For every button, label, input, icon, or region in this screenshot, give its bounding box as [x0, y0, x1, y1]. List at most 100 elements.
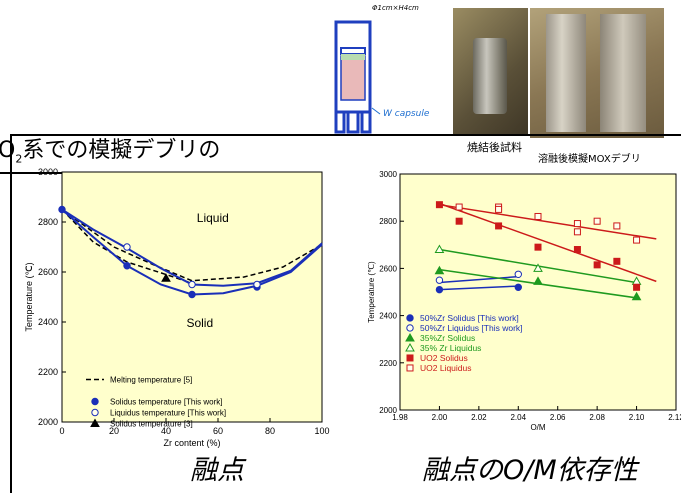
legend-marker	[406, 354, 414, 362]
x-tick-label: 2.04	[510, 413, 526, 422]
legend-label: 35% Zr Liquidus	[420, 343, 481, 353]
legend-marker	[91, 397, 99, 406]
melting-point-vs-zr-chart: 0 20 40 60 80 100 2000 2200 2400 2600 2800 3000 Zr c…	[24, 167, 330, 448]
data-point	[514, 283, 522, 291]
legend-label: 50%Zr Solidus [This work]	[420, 313, 519, 323]
legend-marker	[91, 408, 99, 417]
x-tick-label: 1.98	[392, 413, 408, 422]
data-point	[495, 222, 503, 230]
title-main: 系での模擬デブリの	[22, 138, 221, 163]
y-axis-label: Temperature (℃)	[367, 261, 376, 323]
data-point	[633, 236, 641, 244]
melting-point-vs-om-chart: 1.98 2.00 2.02 2.04 2.06 2.08 2.10 2.12 2000 2200…	[367, 170, 681, 430]
data-point	[188, 280, 196, 289]
y-tick-label: 2200	[38, 367, 58, 377]
data-point	[613, 222, 621, 230]
data-point	[573, 228, 581, 236]
data-point	[593, 217, 601, 225]
data-point	[495, 205, 503, 213]
y-tick-label: 2000	[38, 417, 58, 427]
x-tick-label: 2.08	[589, 413, 605, 422]
data-point	[434, 265, 445, 275]
w-capsule-label: W capsule	[383, 109, 430, 119]
data-point	[533, 263, 543, 272]
legend-label: UO2 Solidus	[420, 353, 468, 363]
legend-marker	[405, 342, 415, 352]
data-point	[253, 280, 261, 289]
data-point	[435, 201, 443, 209]
title-subscript: 2	[15, 152, 23, 166]
x-tick-label: 2.06	[550, 413, 566, 422]
data-point	[434, 244, 445, 254]
data-point	[593, 261, 601, 269]
y-tick-label: 2000	[379, 406, 397, 415]
y-tick-label: 2800	[38, 217, 58, 227]
y-axis-label: Temperature (℃)	[24, 262, 34, 331]
legend-label: Melting temperature [5]	[110, 376, 192, 385]
melting-temperature-curve	[61, 208, 193, 284]
data-point	[455, 217, 463, 225]
melted-debris-label: 溶融後模擬MOXデブリ	[538, 154, 641, 165]
y-tick-label: 2400	[38, 317, 58, 327]
y-tick-label: 2200	[379, 359, 397, 368]
caption-om-dependence: 融点のO/M依存性	[422, 455, 638, 486]
x-tick-label: 80	[265, 426, 275, 436]
legend-marker	[405, 332, 415, 342]
data-point	[631, 291, 642, 301]
legend-marker	[406, 324, 414, 332]
sintered-pellet	[473, 38, 507, 114]
sintered-sample-label: 焼結後試料	[467, 141, 522, 154]
fit-line	[439, 203, 657, 240]
fit-line	[439, 285, 519, 291]
caption-melting-point: 融点	[190, 455, 244, 486]
y-tick-label: 2600	[379, 264, 397, 273]
data-point	[514, 270, 522, 279]
melting-temperature-curve	[61, 208, 323, 282]
debris-half-right	[600, 14, 646, 132]
capsule-dimension-label: Φ1cm×H4cm	[372, 4, 419, 12]
y-tick-label: 2800	[379, 217, 397, 226]
fit-line	[439, 275, 519, 284]
data-point	[533, 276, 543, 285]
data-point	[188, 290, 196, 299]
y-tick-label: 3000	[379, 170, 397, 179]
data-point	[161, 273, 171, 282]
x-tick-label: 40	[161, 426, 171, 436]
legend-label: UO2 Liquidus	[420, 363, 472, 373]
data-point	[435, 276, 444, 284]
legend-marker	[406, 314, 414, 322]
content-panel	[10, 134, 681, 493]
data-point	[455, 203, 463, 211]
w-capsule-diagram	[334, 20, 381, 134]
region-label-liquid: Liquid	[197, 211, 229, 225]
data-point	[573, 220, 581, 228]
data-point	[123, 262, 131, 270]
legend-label: Solidus temperature [This work]	[110, 398, 223, 407]
x-tick-label: 2.10	[629, 413, 645, 422]
legend-label: 50%Zr Liquidus [This work]	[420, 323, 523, 333]
x-axis-label: O/M	[530, 423, 545, 430]
x-axis-label: Zr content (%)	[163, 438, 220, 448]
x-tick-label: 0	[59, 426, 64, 436]
legend-label: 35%Zr Solidus	[420, 333, 475, 343]
data-point	[534, 212, 542, 220]
legend-marker	[90, 418, 100, 427]
legend-marker	[406, 364, 414, 372]
y-tick-label: 2400	[379, 312, 397, 321]
y-tick-label: 2600	[38, 267, 58, 277]
data-point	[613, 257, 621, 265]
x-tick-label: 20	[109, 426, 119, 436]
fit-line	[439, 202, 657, 283]
legend-label: Solidus temperature [3]	[110, 420, 193, 429]
y-tick-label: 3000	[38, 167, 58, 177]
data-point	[58, 205, 66, 214]
data-point	[534, 243, 542, 251]
debris-half-left	[546, 14, 586, 132]
region-label-solid: Solid	[186, 316, 213, 330]
x-tick-label: 100	[314, 426, 329, 436]
data-point	[123, 243, 131, 251]
data-point	[573, 246, 581, 254]
x-tick-label: 60	[213, 426, 223, 436]
data-point	[435, 285, 444, 294]
x-tick-label: 2.02	[471, 413, 487, 422]
